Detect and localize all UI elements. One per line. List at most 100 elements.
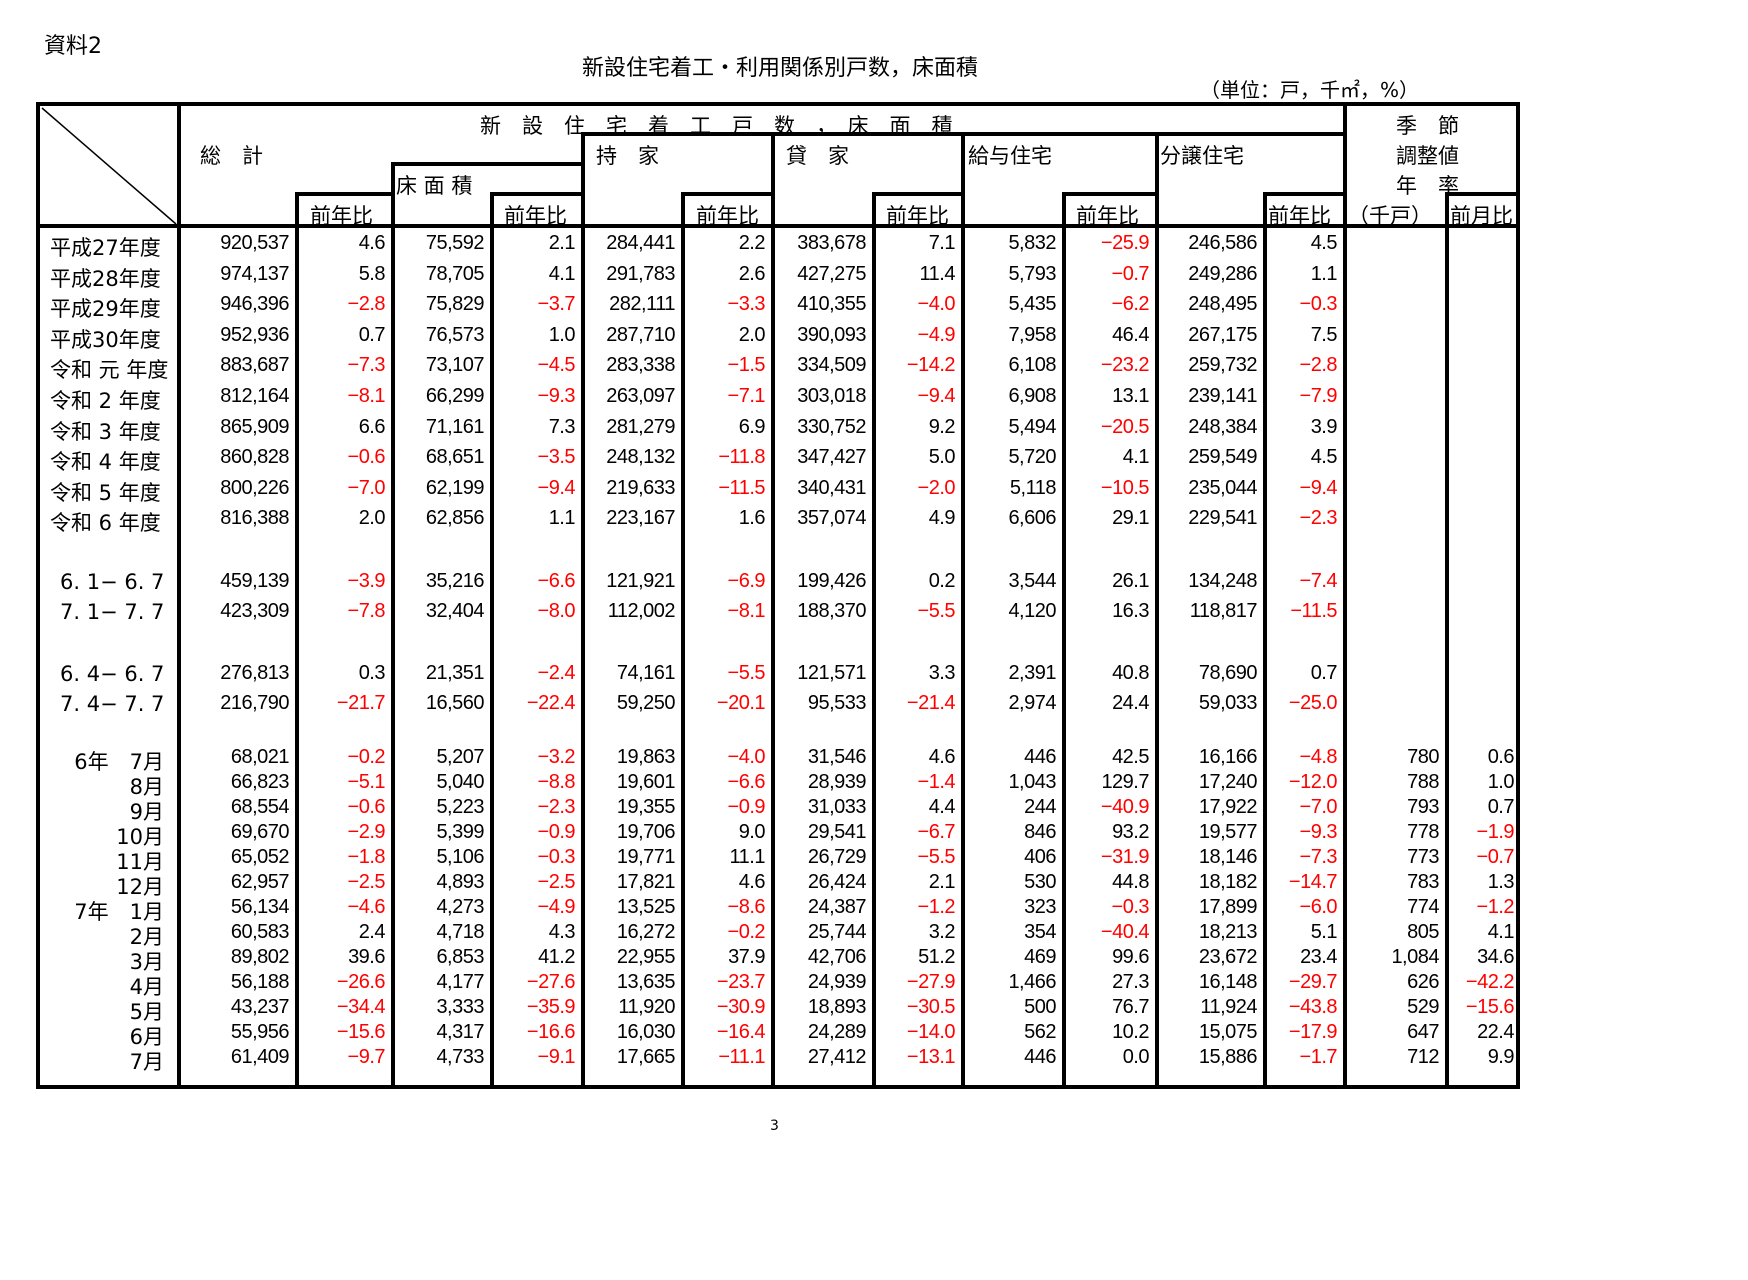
table-cell: 15,886: [1198, 1046, 1258, 1068]
table-cell: 0.7: [1310, 662, 1338, 684]
table-cell: 0.7: [358, 323, 386, 346]
table-cell: 3.3: [928, 662, 956, 684]
table-cell: −21.4: [906, 692, 956, 714]
table-cell: 15,075: [1198, 1021, 1258, 1043]
table-cell: 46.4: [1112, 323, 1149, 346]
table-cell: 7.3: [548, 415, 576, 438]
table-cell: −9.4: [917, 385, 956, 407]
table-cell: 75,592: [425, 232, 485, 254]
row-label: 平成27年度: [50, 236, 161, 260]
table-cell: 19,863: [616, 746, 676, 768]
table-cell: 4.6: [928, 746, 956, 768]
table-cell: 40.8: [1112, 662, 1149, 684]
table-cell: 3.2: [928, 921, 956, 943]
table-cell: 4.1: [1122, 446, 1150, 469]
table-cell: 19,577: [1198, 821, 1258, 843]
table-cell: −23.7: [716, 971, 766, 993]
table-cell: −0.2: [347, 746, 386, 768]
table-cell: 920,537: [220, 232, 289, 254]
table-cell: −2.8: [1299, 354, 1338, 377]
row-label: 平成29年度: [50, 297, 161, 322]
table-cell: −2.8: [347, 293, 386, 316]
table-cell: −29.7: [1288, 971, 1338, 993]
table-cell: 31,033: [807, 796, 867, 818]
table-cell: 287,710: [606, 323, 675, 346]
header-floor-area: 床 面 積: [396, 174, 473, 198]
table-cell: 347,427: [797, 446, 866, 469]
table-cell: 357,074: [797, 507, 866, 530]
housing-starts-table: 新 設 住 宅 着 工 戸 数 ， 床 面 積 総 計 床 面 積 持 家 貸 …: [36, 102, 1520, 1089]
table-cell: 59,033: [1198, 692, 1258, 714]
header-company: 給与住宅: [968, 144, 1052, 168]
table-cell: 712: [1407, 1046, 1439, 1068]
table-cell: 2,974: [1008, 692, 1056, 714]
table-cell: 16,030: [616, 1021, 676, 1043]
table-cell: 469: [1024, 946, 1056, 968]
table-cell: 4.5: [1310, 232, 1338, 254]
table-cell: 4.4: [928, 796, 956, 818]
table-cell: −35.9: [526, 996, 576, 1018]
table-cell: −4.9: [537, 896, 576, 918]
table-cell: 974,137: [220, 262, 289, 285]
table-cell: −14.2: [906, 354, 956, 377]
table-cell: 259,732: [1188, 354, 1257, 377]
table-cell: 13,635: [616, 971, 676, 993]
table-cell: 24,939: [807, 971, 867, 993]
table-cell: 216,790: [220, 692, 289, 714]
table-cell: 89,802: [230, 946, 290, 968]
table-cell: −34.4: [336, 996, 386, 1018]
table-cell: −26.6: [336, 971, 386, 993]
table-cell: −0.9: [727, 796, 766, 818]
table-cell: 99.6: [1112, 946, 1149, 968]
table-cell: 246,586: [1188, 232, 1257, 254]
table-cell: −6.7: [917, 821, 956, 843]
page-number: 3: [770, 1118, 779, 1134]
table-cell: 946,396: [220, 293, 289, 316]
table-cell: 21,351: [425, 662, 485, 684]
table-cell: −7.1: [727, 385, 766, 407]
table-cell: 263,097: [606, 385, 675, 407]
table-cell: −8.8: [537, 771, 576, 793]
table-cell: 4.5: [1310, 446, 1338, 469]
table-cell: −4.0: [917, 293, 956, 316]
table-cell: 562: [1024, 1021, 1056, 1043]
table-cell: −0.3: [1111, 896, 1150, 918]
table-cell: 1.0: [1487, 771, 1515, 793]
table-cell: 446: [1024, 1046, 1056, 1068]
table-cell: 9.9: [1487, 1046, 1515, 1068]
table-cell: 18,182: [1198, 871, 1258, 893]
table-cell: 121,571: [797, 662, 866, 684]
row-label: 2月: [129, 925, 164, 949]
row-label: 5月: [129, 1000, 164, 1024]
table-cell: 235,044: [1188, 476, 1257, 499]
row-label: 6. 1− 6. 7: [60, 570, 165, 594]
table-cell: 27.3: [1112, 971, 1149, 993]
table-cell: 5,435: [1008, 293, 1056, 316]
row-label: 令和 6 年度: [50, 511, 161, 536]
table-cell: −7.8: [347, 600, 386, 622]
table-cell: 55,956: [230, 1021, 290, 1043]
table-cell: 76,573: [425, 323, 485, 346]
table-cell: −9.1: [537, 1046, 576, 1068]
table-cell: 5,399: [436, 821, 484, 843]
table-cell: −30.9: [716, 996, 766, 1018]
table-cell: −27.9: [906, 971, 956, 993]
table-cell: −2.9: [347, 821, 386, 843]
table-cell: 2.1: [548, 232, 576, 254]
table-cell: 199,426: [797, 570, 866, 592]
table-cell: −16.6: [526, 1021, 576, 1043]
table-cell: 51.2: [918, 946, 955, 968]
table-cell: 29,541: [807, 821, 867, 843]
table-cell: −1.4: [917, 771, 956, 793]
row-label: 7月: [129, 1050, 164, 1074]
table-cell: 2.1: [928, 871, 956, 893]
table-cell: 282,111: [609, 293, 675, 316]
table-cell: −9.4: [537, 476, 576, 499]
table-cell: 5,720: [1008, 446, 1056, 469]
table-cell: 22,955: [616, 946, 676, 968]
table-cell: −3.5: [537, 446, 576, 469]
table-cell: −1.2: [1476, 896, 1515, 918]
table-cell: −7.4: [1299, 570, 1338, 592]
table-cell: −4.6: [347, 896, 386, 918]
row-label: 令和 5 年度: [50, 480, 161, 505]
